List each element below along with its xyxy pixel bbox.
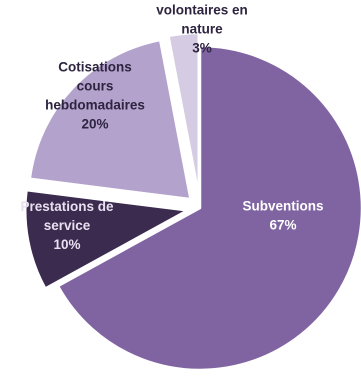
- slice-category-label-line: volontaires en: [156, 3, 248, 18]
- slice-category-label-line: Prestations de: [20, 199, 114, 214]
- slice-label-3: Cotisations cours hebdomadaires 20%: [45, 60, 145, 132]
- slice-percent-label: 67%: [269, 218, 296, 233]
- slice-label-1: Subventions 67%: [242, 199, 323, 233]
- pie-slice-1: [56, 44, 361, 372]
- slice-percent-label: 20%: [81, 117, 108, 132]
- slice-category-label-line: cours: [77, 79, 114, 94]
- pie-slice-3: [28, 38, 192, 201]
- slice-category-label-line: hebdomadaires: [45, 98, 145, 113]
- slice-category-label-line: Subventions: [242, 199, 323, 214]
- slice-label-2: Prestations de service 10%: [20, 199, 114, 252]
- slice-category-label-line: nature: [181, 22, 223, 37]
- pie-slice-2: [23, 188, 189, 290]
- slice-category-label-line: service: [44, 218, 91, 233]
- slice-percent-label: 3%: [192, 41, 212, 56]
- slice-percent-label: 10%: [53, 237, 80, 252]
- slice-category-label-line: Cotisations: [58, 60, 132, 75]
- pie-slice-4: [167, 31, 201, 197]
- pie-labels: Subventions 67% Prestations de service 10% Co…: [20, 0, 323, 253]
- pie-slices: [23, 31, 361, 372]
